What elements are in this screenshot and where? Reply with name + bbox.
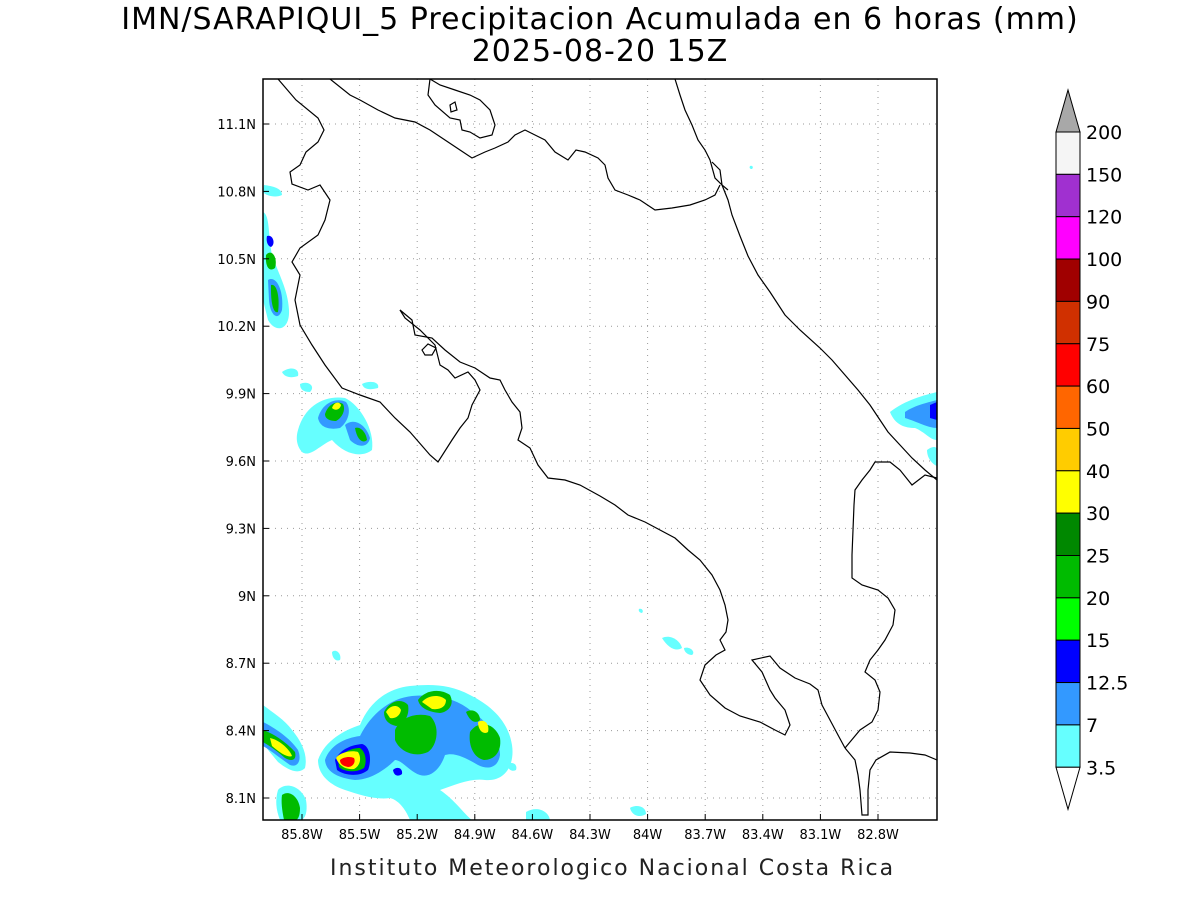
lon-tick-label: 85.5W: [339, 828, 381, 843]
colorbar-label: 75: [1086, 334, 1110, 356]
lat-tick-label: 9.9N: [226, 388, 256, 403]
lat-tick-label: 9N: [238, 590, 256, 605]
lon-tick-label: 83.4W: [742, 828, 784, 843]
lat-tick-label: 9.6N: [226, 455, 256, 470]
lon-tick-label: 85.8W: [281, 828, 323, 843]
longitude-axis: 85.8W 85.5W 85.2W 84.9W 84.6W 84.3W 84W 83.7W 83…: [281, 814, 899, 843]
colorbar-label: 50: [1086, 418, 1110, 440]
lat-tick-label: 10.8N: [217, 185, 256, 200]
colorbar-label: 30: [1086, 503, 1110, 525]
colorbar-bottom-arrow: [1055, 766, 1081, 812]
colorbar-swatch: [1055, 216, 1081, 260]
map-title: IMN/SARAPIQUI_5 Precipitacion Acumulada …: [121, 2, 1079, 37]
lat-tick-label: 8.4N: [226, 725, 256, 740]
precipitation-field: [263, 165, 937, 820]
map-frame: [262, 78, 938, 821]
map-gridlines: [263, 79, 937, 820]
colorbar-label: 100: [1086, 249, 1122, 271]
colorbar-swatch: [1055, 131, 1081, 175]
colorbar-swatch: [1055, 258, 1081, 302]
colorbar: 200 150 120 100 90 75 60 50 40 30 25 20 15 12.5 7 3.5: [1055, 88, 1128, 812]
colorbar-label: 15: [1086, 630, 1110, 652]
colorbar-swatch: [1055, 555, 1081, 599]
lon-tick-label: 83.1W: [799, 828, 841, 843]
colorbar-label: 90: [1086, 291, 1110, 313]
colorbar-label: 3.5: [1086, 757, 1116, 779]
credit-text: Instituto Meteorologico Nacional Costa R…: [330, 856, 896, 881]
lon-tick-label: 85.2W: [396, 828, 438, 843]
lon-tick-label: 84W: [633, 828, 663, 843]
coastline: [277, 79, 937, 816]
colorbar-swatch: [1055, 682, 1081, 726]
colorbar-label: 20: [1086, 588, 1110, 610]
colorbar-swatch: [1055, 427, 1081, 472]
colorbar-label: 120: [1086, 207, 1122, 229]
colorbar-label: 200: [1086, 122, 1122, 144]
lon-tick-label: 84.6W: [511, 828, 553, 843]
lat-tick-label: 9.3N: [226, 522, 256, 537]
latitude-axis: 11.1N 10.8N 10.5N 10.2N 9.9N 9.6N 9.3N 9N 8.7N 8.…: [217, 118, 269, 807]
lat-tick-label: 11.1N: [217, 118, 256, 133]
colorbar-label: 60: [1086, 376, 1110, 398]
lat-tick-label: 10.2N: [217, 320, 256, 335]
colorbar-top-arrow: [1055, 88, 1081, 133]
lon-tick-label: 82.8W: [857, 828, 899, 843]
colorbar-swatch: [1055, 639, 1081, 684]
colorbar-swatch: [1055, 470, 1081, 514]
colorbar-label: 25: [1086, 546, 1110, 568]
lat-tick-label: 10.5N: [217, 253, 256, 268]
lat-tick-label: 8.7N: [226, 657, 256, 672]
lon-tick-label: 84.9W: [454, 828, 496, 843]
colorbar-label: 12.5: [1086, 673, 1128, 695]
colorbar-label: 7: [1086, 715, 1098, 737]
colorbar-label: 40: [1086, 461, 1110, 483]
colorbar-swatch: [1055, 385, 1081, 429]
map-subtitle: 2025-08-20 15Z: [471, 34, 729, 69]
lon-tick-label: 83.7W: [684, 828, 726, 843]
colorbar-swatch: [1055, 173, 1081, 218]
colorbar-swatch: [1055, 343, 1081, 387]
colorbar-swatch: [1055, 724, 1081, 768]
colorbar-swatch: [1055, 300, 1081, 345]
colorbar-label: 150: [1086, 164, 1122, 186]
lat-tick-label: 8.1N: [226, 792, 256, 807]
colorbar-swatch: [1055, 512, 1081, 557]
colorbar-swatch: [1055, 597, 1081, 641]
lon-tick-label: 84.3W: [569, 828, 611, 843]
